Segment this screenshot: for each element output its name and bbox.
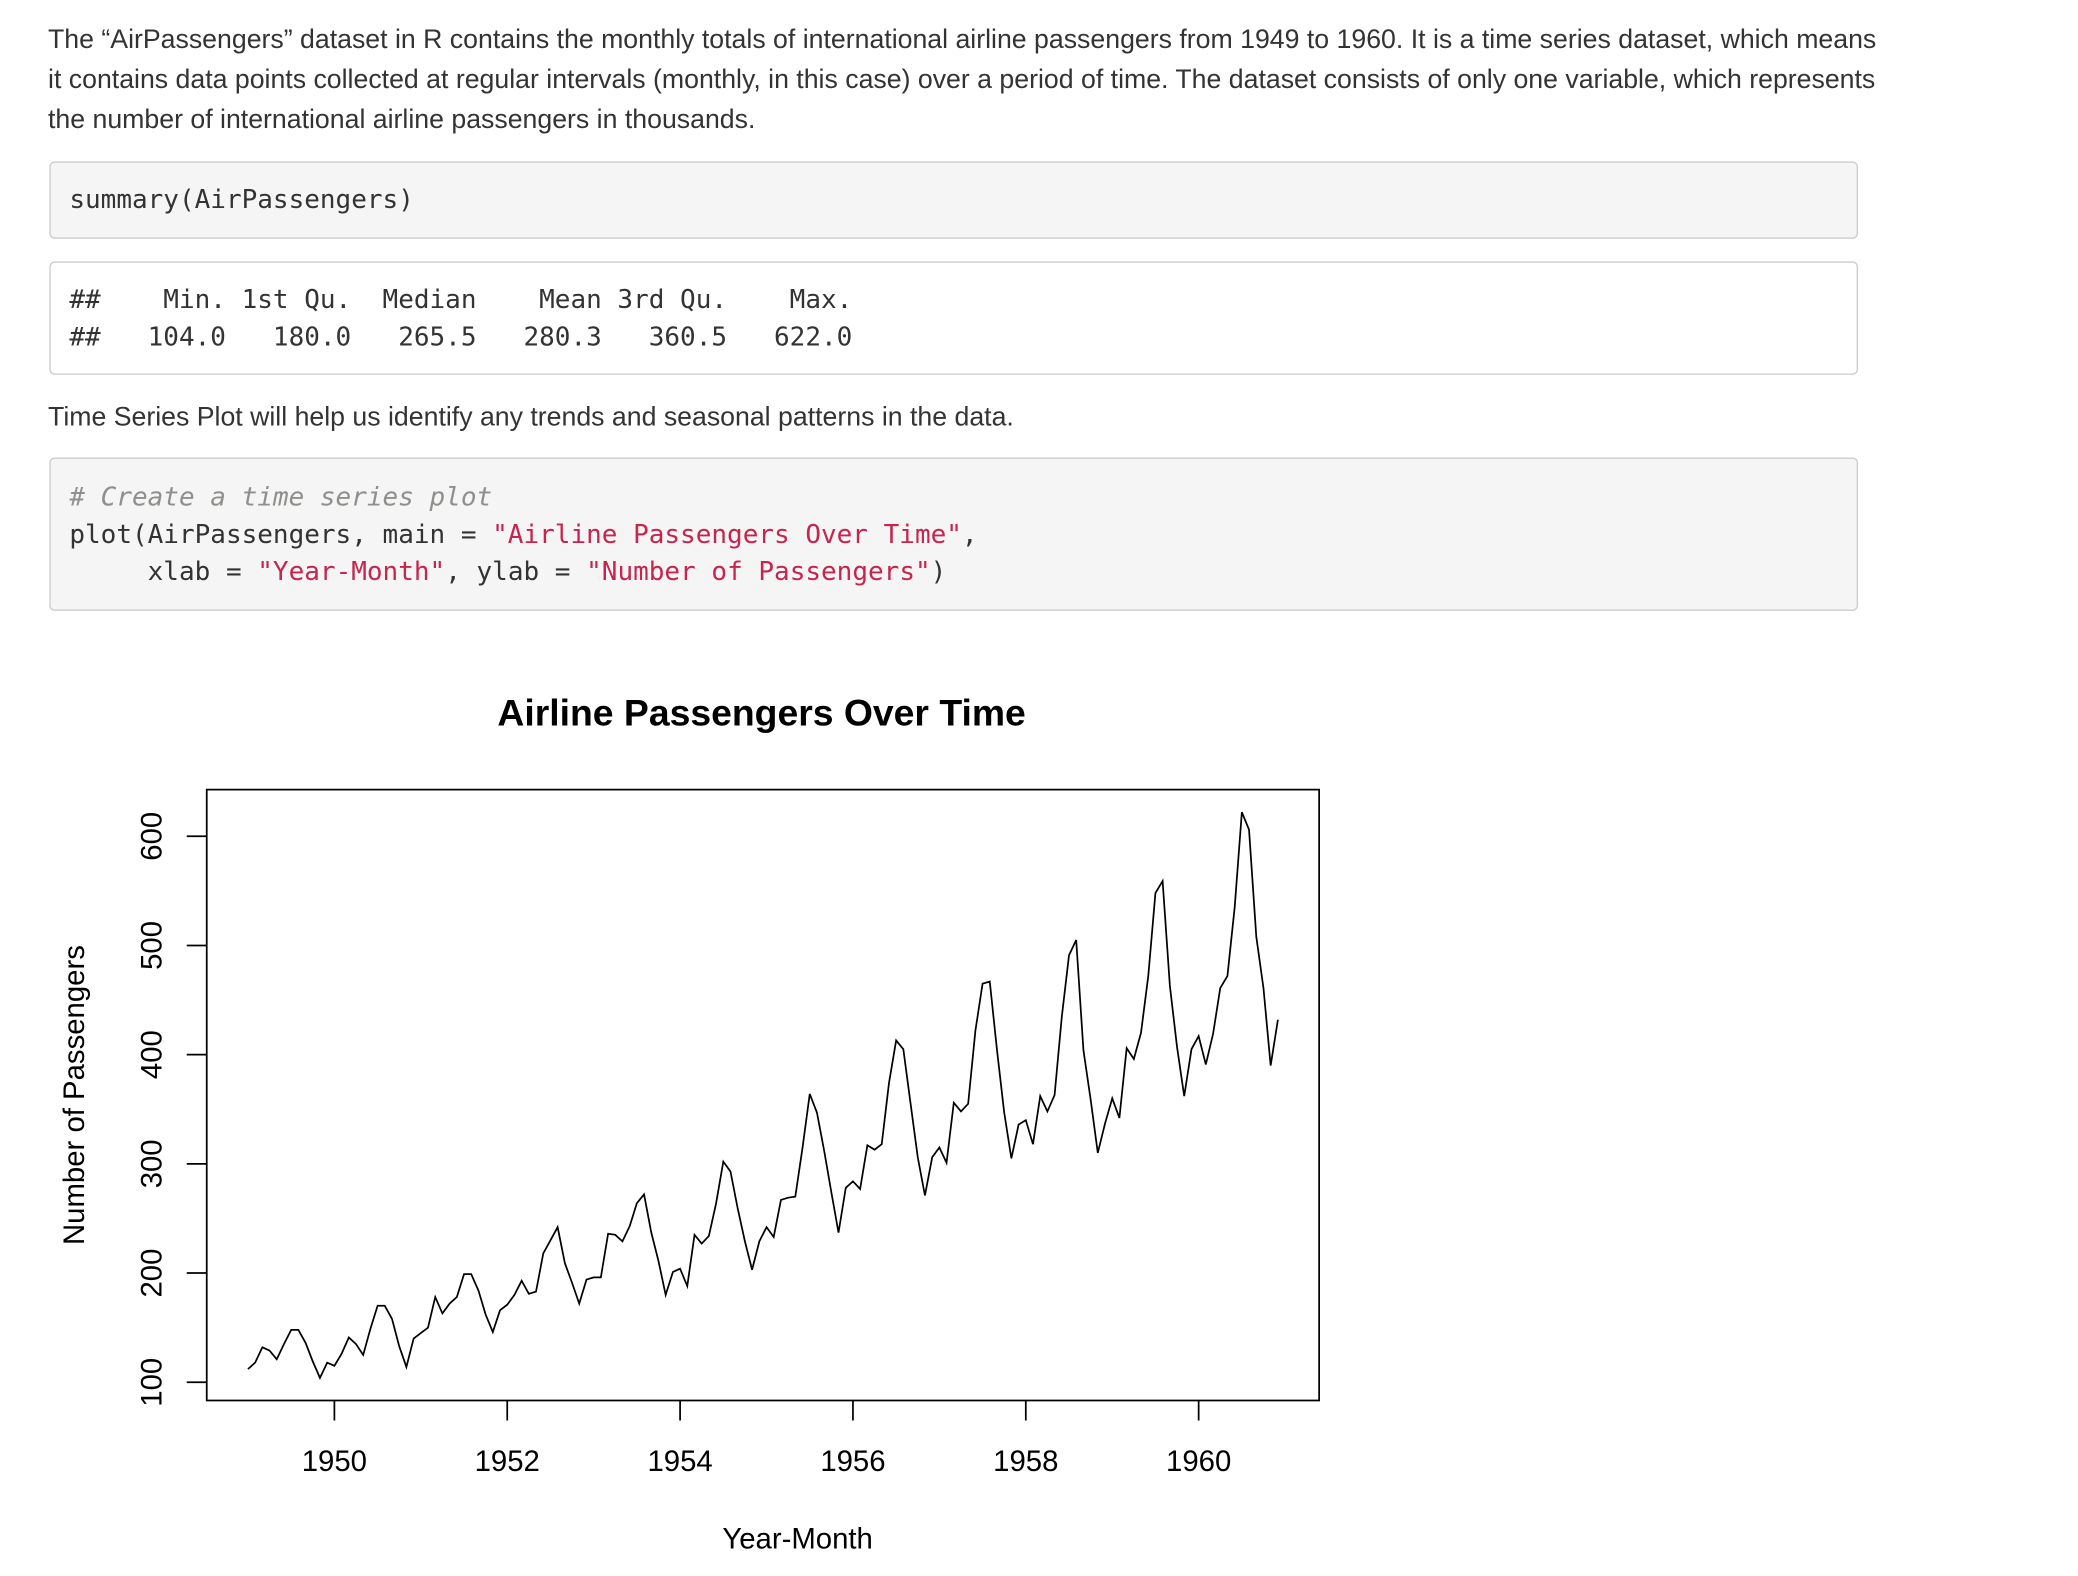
x-tick-label: 1954	[647, 1445, 712, 1478]
x-tick-label: 1956	[820, 1445, 885, 1478]
code-token: xlab =	[69, 556, 258, 587]
plot-box	[205, 788, 1320, 1402]
code-string: "Airline Passengers Over Time"	[492, 518, 962, 550]
code-line: plot(AirPassengers, main = "Airline Pass…	[69, 516, 1838, 553]
code-token: , ylab =	[445, 556, 587, 587]
code-block: summary(AirPassengers)	[49, 161, 1858, 239]
chart: Airline Passengers Over Time Year-Month …	[58, 692, 1320, 1556]
code-block: # Create a time series plot plot(AirPasse…	[49, 457, 1858, 611]
x-axis-title: Year-Month	[722, 1523, 873, 1556]
x-tick-label: 1950	[302, 1445, 367, 1478]
code-token: )	[930, 556, 947, 587]
output-block: ## Min. 1st Qu. Median Mean 3rd Qu. Max.…	[49, 261, 1858, 375]
x-tick-label: 1952	[475, 1445, 540, 1478]
y-tick-label: 100	[135, 1358, 168, 1407]
code-string: "Year-Month"	[257, 556, 446, 587]
y-tick-label: 500	[135, 921, 168, 970]
output-line: ## Min. 1st Qu. Median Mean 3rd Qu. Max.	[69, 284, 868, 315]
code-string: "Number of Passengers"	[586, 556, 931, 587]
paragraph: Time Series Plot will help us identify a…	[48, 402, 1014, 433]
code-line: summary(AirPassengers)	[69, 184, 414, 215]
chart-title: Airline Passengers Over Time	[497, 692, 1025, 734]
intro-paragraph: The “AirPassengers” dataset in R contain…	[48, 25, 1877, 135]
y-tick-label: 300	[135, 1139, 168, 1188]
data-line	[247, 811, 1279, 1380]
x-tick-label: 1958	[993, 1445, 1058, 1478]
y-tick-label: 200	[135, 1249, 168, 1298]
code-comment: # Create a time series plot	[69, 481, 493, 513]
code-line: xlab = "Year-Month", ylab = "Number of P…	[69, 554, 1838, 591]
output-line: ## 104.0 180.0 265.5 280.3 360.5 622.0	[69, 321, 868, 353]
y-axis-title: Number of Passengers	[58, 945, 91, 1245]
y-tick-label: 600	[135, 812, 168, 861]
x-tick-label: 1960	[1166, 1445, 1231, 1478]
code-token: plot(AirPassengers, main =	[69, 518, 493, 550]
code-token: ,	[961, 518, 978, 550]
y-tick-label: 400	[135, 1030, 168, 1079]
